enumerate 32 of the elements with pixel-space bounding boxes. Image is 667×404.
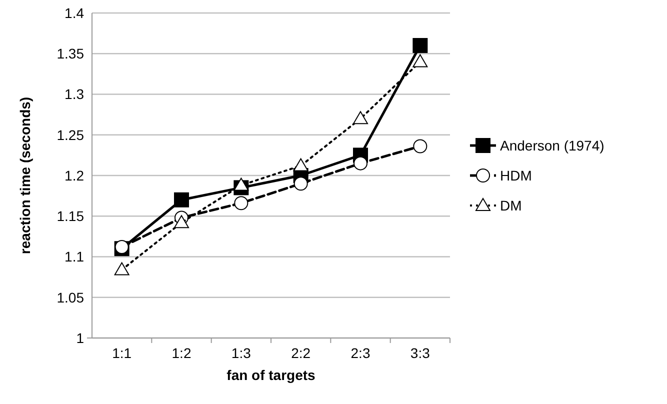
point [412, 54, 428, 68]
y-tick-label: 1.35 [56, 46, 84, 62]
x-tick-label: 3:3 [410, 345, 430, 361]
legend-label: HDM [500, 167, 532, 184]
point [412, 38, 428, 53]
y-tick-label: 1 [76, 330, 84, 346]
x-tick-label: 2:2 [291, 345, 311, 361]
point [413, 139, 428, 154]
legend-label: Anderson (1974) [500, 137, 604, 154]
legend-label: DM [500, 197, 522, 214]
y-tick-label: 1.25 [56, 126, 84, 143]
x-tick-label: 1:3 [231, 345, 252, 361]
point [353, 111, 368, 124]
x-tick-label: 1:1 [112, 345, 132, 361]
y-axis-title: reaction time (seconds) [17, 96, 33, 254]
point [174, 192, 189, 208]
point [114, 262, 130, 276]
x-tick-label: 1:2 [172, 345, 192, 361]
point [234, 196, 248, 210]
y-tick-label: 1.1 [64, 248, 84, 265]
point [294, 176, 308, 191]
y-tick-label: 1.4 [64, 4, 84, 21]
y-tick-label: 1.2 [64, 167, 84, 184]
x-axis-title: fan of targets [226, 367, 316, 383]
point [234, 178, 249, 191]
y-tick-label: 1.3 [64, 86, 84, 102]
point [354, 156, 368, 170]
x-tick-label: 2:3 [350, 345, 370, 361]
y-tick-label: 1.15 [56, 208, 84, 224]
y-tick-label: 1.05 [56, 289, 84, 306]
point [174, 215, 189, 228]
point [293, 158, 308, 172]
